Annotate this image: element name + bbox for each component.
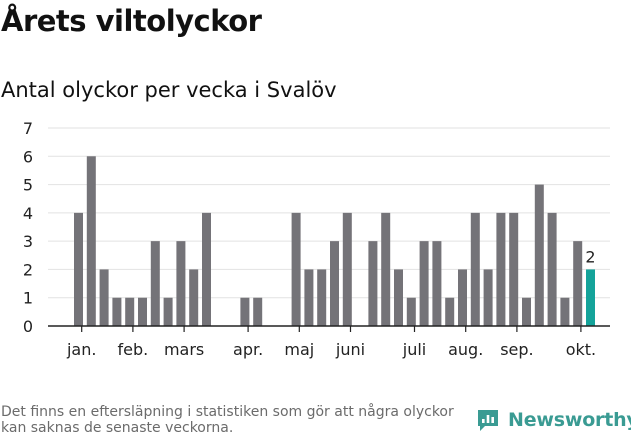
newsworthy-brand[interactable]: Newsworthy [476, 408, 631, 432]
x-tick-label: jan. [66, 340, 96, 359]
bar [432, 241, 442, 326]
bar [406, 297, 416, 326]
bar [419, 241, 429, 326]
bar [483, 269, 493, 326]
y-tick-label: 2 [23, 260, 33, 279]
bar [368, 241, 378, 326]
bar [381, 212, 391, 326]
x-tick-label: sep. [500, 340, 533, 359]
y-tick-label: 5 [23, 176, 33, 195]
footnote: Det finns en eftersläpning i statistiken… [1, 404, 454, 436]
bar [534, 184, 544, 326]
bar [138, 297, 147, 326]
x-tick-label: aug. [448, 340, 483, 359]
bar [470, 212, 480, 326]
bar [163, 297, 173, 326]
bar [573, 241, 583, 326]
chart-subtitle: Antal olyckor per vecka i Svalöv [1, 78, 337, 102]
bar [202, 212, 211, 326]
data-label: 2 [585, 247, 595, 266]
bar [342, 212, 352, 326]
bar [522, 297, 531, 326]
chart-title: Årets viltolyckor [1, 4, 262, 38]
bar [560, 297, 570, 326]
bar [304, 269, 314, 326]
bar [112, 297, 122, 326]
x-tick-label: mars [164, 340, 204, 359]
y-tick-label: 1 [23, 289, 33, 308]
bar [86, 156, 96, 326]
y-tick-label: 4 [23, 204, 33, 223]
x-tick-label: feb. [118, 340, 149, 359]
weekly-accidents-bar-chart: 0 1 2 3 4 5 6 7 2 jan. feb. mars apr. maj juni juli aug.… [23, 119, 610, 359]
y-tick-label: 7 [23, 119, 33, 138]
bar [547, 212, 557, 326]
bar [99, 269, 109, 326]
bar [176, 241, 186, 326]
brand-name: Newsworthy [508, 409, 631, 431]
bar [330, 241, 339, 326]
x-tick-label: juli [402, 340, 426, 359]
bar [317, 269, 327, 326]
bar [189, 269, 199, 326]
bar [458, 269, 467, 326]
bar [253, 297, 263, 326]
bar [240, 297, 250, 326]
bar [445, 297, 455, 326]
bar [291, 212, 301, 326]
bar [509, 212, 519, 326]
y-tick-label: 0 [23, 317, 33, 336]
x-tick-label: juni [335, 340, 365, 359]
bar [150, 241, 160, 326]
bar-highlight [586, 269, 595, 326]
y-tick-label: 6 [23, 147, 33, 166]
bar [125, 297, 135, 326]
y-tick-label: 3 [23, 232, 33, 251]
bar [394, 269, 403, 326]
bar [496, 212, 506, 326]
x-tick-label: okt. [566, 340, 596, 359]
bar [74, 212, 83, 326]
x-tick-label: apr. [233, 340, 263, 359]
newsworthy-logo-icon [478, 410, 498, 431]
x-tick-label: maj [284, 340, 314, 359]
